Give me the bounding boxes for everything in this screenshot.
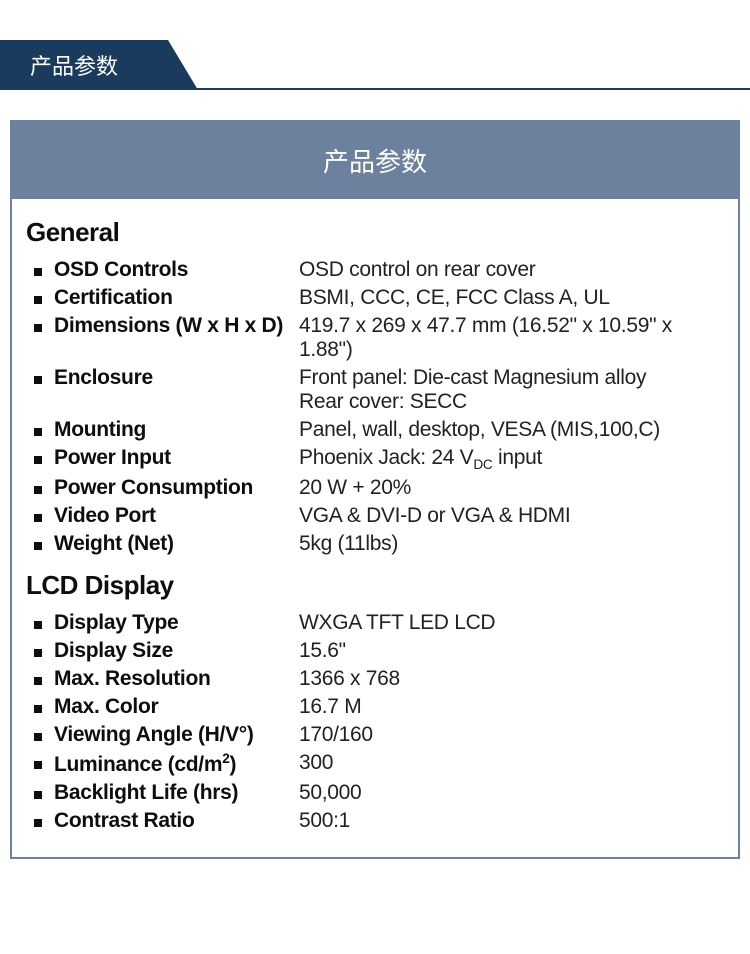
panel-body: General OSD Controls OSD control on rear…: [12, 199, 738, 857]
spec-value: 1366 x 768: [299, 667, 400, 691]
spec-row: Enclosure Front panel: Die-cast Magnesiu…: [26, 366, 724, 414]
spec-label: Luminance (cd/m2): [54, 751, 299, 777]
spec-row: Certification BSMI, CCC, CE, FCC Class A…: [26, 286, 724, 310]
spec-row: Dimensions (W x H x D) 419.7 x 269 x 47.…: [26, 314, 724, 362]
spec-value: 5kg (11lbs): [299, 532, 398, 556]
tab-product-specs: 产品参数: [0, 40, 168, 90]
spec-label: Power Consumption: [54, 476, 299, 500]
spec-value: 500:1: [299, 809, 350, 833]
spec-value: 170/160: [299, 723, 373, 747]
spec-value: BSMI, CCC, CE, FCC Class A, UL: [299, 286, 610, 310]
tab-header: 产品参数: [0, 40, 750, 90]
spec-value: Panel, wall, desktop, VESA (MIS,100,C): [299, 418, 660, 442]
bullet-icon: [34, 791, 42, 799]
bullet-icon: [34, 456, 42, 464]
spec-label: Certification: [54, 286, 299, 310]
bullet-icon: [34, 761, 42, 769]
spec-value: 20 W + 20%: [299, 476, 411, 500]
spec-label: Display Type: [54, 611, 299, 635]
spec-value: 50,000: [299, 781, 361, 805]
page: 产品参数 产品参数 General OSD Controls OSD contr…: [0, 40, 750, 859]
spec-label: Power Input: [54, 446, 299, 470]
spec-label: Max. Color: [54, 695, 299, 719]
bullet-icon: [34, 428, 42, 436]
bullet-icon: [34, 649, 42, 657]
bullet-icon: [34, 677, 42, 685]
spec-row: Max. Color 16.7 M: [26, 695, 724, 719]
spec-row: Backlight Life (hrs) 50,000: [26, 781, 724, 805]
spec-label: Max. Resolution: [54, 667, 299, 691]
spec-label: Display Size: [54, 639, 299, 663]
spec-value: WXGA TFT LED LCD: [299, 611, 495, 635]
spec-value: VGA & DVI-D or VGA & HDMI: [299, 504, 570, 528]
spec-label: Video Port: [54, 504, 299, 528]
spec-value: 419.7 x 269 x 47.7 mm (16.52" x 10.59" x…: [299, 314, 724, 362]
spec-value: Phoenix Jack: 24 VDC input: [299, 446, 542, 472]
spec-label: Mounting: [54, 418, 299, 442]
spec-label: Dimensions (W x H x D): [54, 314, 299, 338]
spec-row: Mounting Panel, wall, desktop, VESA (MIS…: [26, 418, 724, 442]
spec-row: Display Size 15.6": [26, 639, 724, 663]
spec-row: Power Consumption 20 W + 20%: [26, 476, 724, 500]
spec-row: Video Port VGA & DVI-D or VGA & HDMI: [26, 504, 724, 528]
spec-label: Weight (Net): [54, 532, 299, 556]
bullet-icon: [34, 705, 42, 713]
spec-label: Viewing Angle (H/V°): [54, 723, 299, 747]
bullet-icon: [34, 324, 42, 332]
spec-label: Enclosure: [54, 366, 299, 390]
spec-row: Luminance (cd/m2) 300: [26, 751, 724, 777]
spec-value: 300: [299, 751, 333, 775]
specs-panel: 产品参数 General OSD Controls OSD control on…: [10, 120, 740, 859]
bullet-icon: [34, 376, 42, 384]
section-title-lcd: LCD Display: [26, 570, 724, 601]
spec-label: Backlight Life (hrs): [54, 781, 299, 805]
spec-value: 16.7 M: [299, 695, 361, 719]
spec-value: Front panel: Die-cast Magnesium alloy Re…: [299, 366, 646, 414]
spec-label: OSD Controls: [54, 258, 299, 282]
bullet-icon: [34, 514, 42, 522]
bullet-icon: [34, 296, 42, 304]
spec-label: Contrast Ratio: [54, 809, 299, 833]
section-title-general: General: [26, 217, 724, 248]
spec-value: OSD control on rear cover: [299, 258, 535, 282]
bullet-icon: [34, 733, 42, 741]
bullet-icon: [34, 486, 42, 494]
spec-row: Contrast Ratio 500:1: [26, 809, 724, 833]
spec-row: OSD Controls OSD control on rear cover: [26, 258, 724, 282]
bullet-icon: [34, 268, 42, 276]
bullet-icon: [34, 542, 42, 550]
spec-row: Max. Resolution 1366 x 768: [26, 667, 724, 691]
spec-row: Viewing Angle (H/V°) 170/160: [26, 723, 724, 747]
bullet-icon: [34, 621, 42, 629]
panel-title: 产品参数: [12, 122, 738, 199]
spec-row: Power Input Phoenix Jack: 24 VDC input: [26, 446, 724, 472]
spec-row: Weight (Net) 5kg (11lbs): [26, 532, 724, 556]
bullet-icon: [34, 819, 42, 827]
spec-value: 15.6": [299, 639, 346, 663]
spec-row: Display Type WXGA TFT LED LCD: [26, 611, 724, 635]
